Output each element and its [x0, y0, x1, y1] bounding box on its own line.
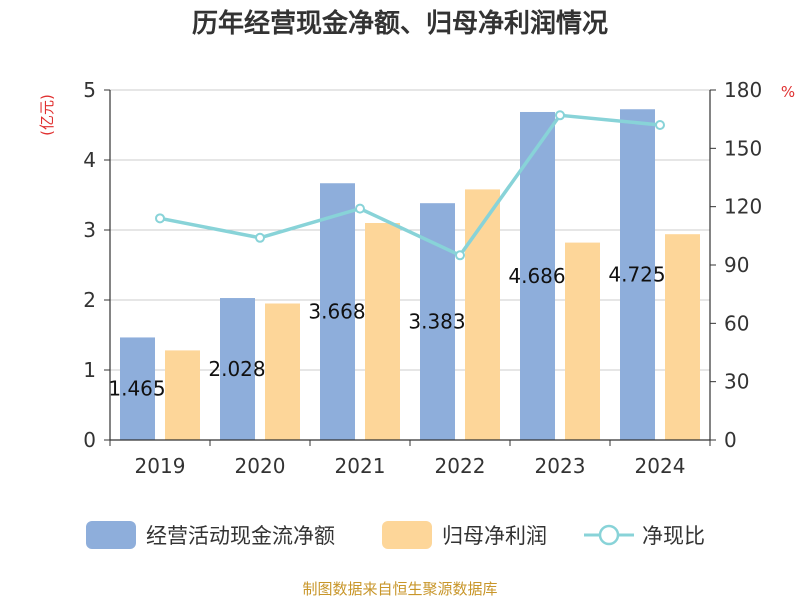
x-tick-label: 2024	[635, 454, 686, 478]
ratio-point	[455, 250, 465, 261]
legend-label-cashflow: 经营活动现金流净额	[146, 524, 335, 548]
y-left-tick-label: 3	[83, 218, 96, 242]
gridlines	[110, 89, 710, 371]
y-right-tick-label: 120	[724, 195, 762, 219]
legend: 经营活动现金流净额 归母净利润 净现比	[86, 521, 705, 549]
bar-cashflow	[620, 109, 655, 440]
y-left-tick-label: 1	[83, 358, 96, 382]
bar-data-label: 4.725	[608, 263, 665, 287]
y-left-unit: (亿元)	[38, 94, 56, 136]
x-tick-label: 2020	[235, 454, 286, 478]
x-tick-label: 2021	[335, 454, 386, 478]
data-labels: 1.465 2.028 3.668 3.383 4.686 4.725	[108, 263, 665, 401]
source-note: 制图数据来自恒生聚源数据库	[302, 580, 497, 598]
bar-net-profit	[465, 189, 500, 440]
bar-data-label: 4.686	[508, 264, 565, 288]
legend-marker-ratio	[598, 524, 620, 546]
chart-title: 历年经营现金净额、归母净利润情况	[192, 8, 608, 39]
ratio-polyline	[159, 113, 661, 258]
bar-cashflow	[120, 337, 155, 440]
y-right-tick-label: 0	[724, 428, 737, 452]
x-tick-label: 2019	[135, 454, 186, 478]
y-left-tick-label: 2	[83, 288, 96, 312]
y-right-tick-label: 90	[724, 253, 749, 277]
bar-net-profit	[165, 350, 200, 440]
y-right-tick-label: 180	[724, 78, 762, 102]
ratio-point	[555, 110, 565, 121]
legend-label-ratio: 净现比	[642, 524, 705, 548]
bar-cashflow	[320, 183, 355, 441]
bar-data-label: 3.668	[308, 300, 365, 324]
y-left-tick-label: 4	[83, 148, 96, 172]
bar-net-profit	[265, 303, 300, 440]
bar-net-profit	[665, 234, 700, 440]
ratio-point	[655, 120, 665, 130]
bar-cashflow	[220, 298, 255, 440]
bar-cashflow	[420, 203, 455, 440]
bar-data-label: 1.465	[108, 377, 165, 401]
x-tick-label: 2022	[435, 454, 486, 478]
ratio-point	[155, 213, 165, 224]
bar-cashflow	[520, 111, 555, 440]
x-tick-label: 2023	[535, 454, 586, 478]
legend-label-net-profit: 归母净利润	[442, 524, 547, 548]
y-right-tick-label: 30	[724, 370, 749, 394]
y-left-tick-label: 0	[83, 428, 96, 452]
ratio-line	[155, 110, 665, 261]
bars	[120, 109, 700, 441]
ratio-point	[255, 232, 265, 243]
bar-net-profit	[565, 242, 600, 440]
legend-swatch-cashflow	[86, 521, 136, 549]
bar-data-label: 2.028	[208, 357, 265, 381]
y-right-tick-label: 60	[724, 311, 749, 335]
y-left-tick-label: 5	[83, 78, 96, 102]
y-right-tick-label: 150	[724, 136, 762, 160]
bar-data-label: 3.383	[408, 310, 465, 334]
y-right-unit: %	[781, 83, 795, 101]
ratio-point	[355, 203, 365, 214]
axes: 0 1 2 3 4 5 0 30 60 90 120 150 180 2019 2020 2021 2022 20…	[83, 78, 762, 478]
legend-swatch-net-profit	[382, 521, 432, 549]
bar-net-profit	[365, 223, 400, 440]
